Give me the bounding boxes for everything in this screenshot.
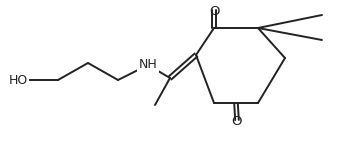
Text: O: O bbox=[209, 5, 219, 18]
Text: HO: HO bbox=[9, 73, 28, 86]
Text: O: O bbox=[232, 115, 242, 128]
Text: NH: NH bbox=[139, 59, 158, 72]
